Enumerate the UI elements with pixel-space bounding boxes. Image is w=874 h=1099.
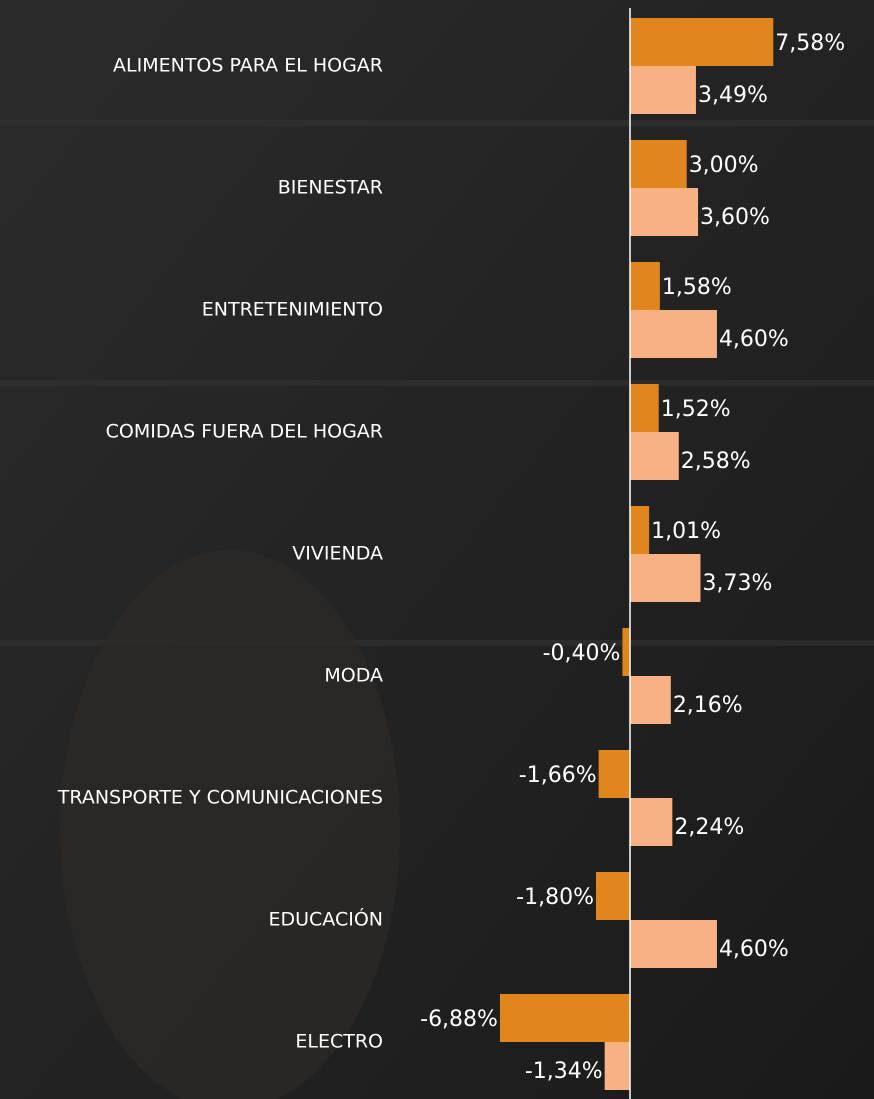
value-label: 7,58% (775, 31, 845, 56)
bar (630, 262, 660, 310)
shelf (0, 120, 874, 126)
value-label: 1,01% (651, 519, 721, 544)
bar (630, 676, 671, 724)
value-label: 1,58% (662, 275, 732, 300)
bar (630, 554, 701, 602)
bar (630, 920, 717, 968)
category-label: EDUCACIÓN (268, 907, 383, 931)
category-label: TRANSPORTE Y COMUNICACIONES (57, 787, 383, 809)
category-label: VIVIENDA (292, 543, 383, 565)
category-label: BIENESTAR (278, 177, 383, 199)
bar (630, 188, 699, 236)
bar (499, 994, 630, 1042)
bar (630, 506, 650, 554)
bar (598, 750, 630, 798)
bar (630, 432, 679, 480)
bar (630, 384, 659, 432)
bar (622, 628, 630, 676)
category-label: ELECTRO (295, 1031, 383, 1053)
value-label: 3,60% (700, 205, 770, 230)
value-label: 2,24% (674, 815, 744, 840)
value-label: 3,49% (698, 83, 768, 108)
value-label: 2,58% (681, 449, 751, 474)
bar (630, 140, 687, 188)
figure-silhouette (60, 550, 400, 1099)
value-label: -6,88% (420, 1007, 498, 1032)
value-label: -1,34% (525, 1059, 603, 1084)
bar (630, 66, 696, 114)
value-label: -1,66% (519, 763, 597, 788)
category-label: MODA (324, 665, 383, 687)
value-label: 4,60% (719, 937, 789, 962)
shelf (0, 640, 874, 646)
category-label: COMIDAS FUERA DEL HOGAR (106, 421, 383, 443)
shelf (0, 380, 874, 386)
bar (595, 872, 630, 920)
value-label: 1,52% (661, 397, 731, 422)
bar (604, 1042, 630, 1090)
value-label: 3,00% (689, 153, 759, 178)
value-label: 3,73% (702, 571, 772, 596)
value-label: -0,40% (543, 641, 621, 666)
value-label: 4,60% (719, 327, 789, 352)
category-label: ENTRETENIMIENTO (202, 299, 383, 321)
plot-area: ALIMENTOS PARA EL HOGAR 7,58% 3,49% BIENEST… (57, 8, 845, 1099)
value-label: 2,16% (673, 693, 743, 718)
value-label: -1,80% (516, 885, 594, 910)
category-label: ALIMENTOS PARA EL HOGAR (113, 55, 383, 77)
bar (630, 18, 774, 66)
bar (630, 310, 717, 358)
bar (630, 798, 673, 846)
